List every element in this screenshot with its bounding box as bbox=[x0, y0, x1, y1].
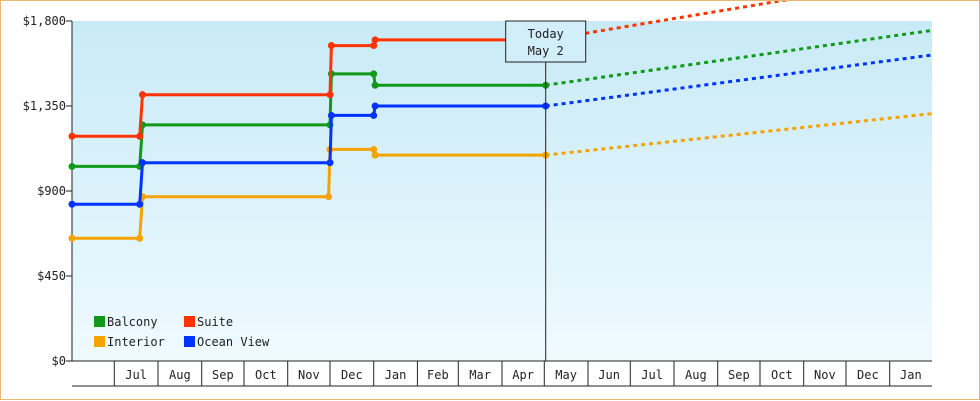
today-label-box bbox=[505, 20, 587, 63]
data-point bbox=[68, 162, 76, 170]
x-tick-label: Mar bbox=[469, 368, 491, 382]
data-point bbox=[138, 91, 146, 99]
data-point bbox=[370, 42, 378, 50]
x-tick-label: Aug bbox=[169, 368, 191, 382]
data-point bbox=[371, 81, 379, 89]
x-tick-label: Nov bbox=[298, 368, 320, 382]
y-axis: $0 $450 $900 $1,350 $1,800 bbox=[23, 14, 73, 368]
data-point bbox=[327, 111, 335, 119]
data-point bbox=[371, 36, 379, 44]
data-point bbox=[371, 102, 379, 110]
legend-swatch bbox=[94, 336, 105, 347]
x-tick-label: Oct bbox=[255, 368, 277, 382]
x-tick-label: Aug bbox=[685, 368, 707, 382]
series-forecast-line bbox=[545, 28, 933, 87]
data-point bbox=[138, 159, 146, 167]
x-tick-label: Feb bbox=[427, 368, 449, 382]
series-forecast-line bbox=[545, 1, 789, 42]
y-tick-label: $1,350 bbox=[23, 99, 66, 113]
series-layer bbox=[68, 1, 933, 242]
y-tick-label: $1,800 bbox=[23, 14, 66, 28]
data-point bbox=[68, 234, 76, 242]
data-point bbox=[326, 159, 334, 167]
data-point bbox=[326, 91, 334, 99]
series-forecast-line bbox=[545, 112, 933, 157]
series-forecast-line bbox=[545, 53, 933, 108]
legend-swatch bbox=[184, 336, 195, 347]
legend-swatch bbox=[94, 316, 105, 327]
data-point bbox=[136, 234, 144, 242]
legend-item-suite: Suite bbox=[184, 315, 233, 329]
x-tick-label: Jul bbox=[125, 368, 147, 382]
x-tick-label: May bbox=[555, 368, 577, 382]
plot-background bbox=[72, 21, 932, 361]
data-point bbox=[370, 111, 378, 119]
legend-item-interior: Interior bbox=[94, 335, 165, 349]
y-tick-label: $0 bbox=[52, 354, 66, 368]
today-date: May 2 bbox=[528, 44, 564, 58]
data-point bbox=[370, 145, 378, 153]
x-axis: Jul Aug Sep Oct Nov Dec Jan Feb Mar Apr May Jun Jul A… bbox=[72, 360, 932, 387]
data-point bbox=[68, 200, 76, 208]
x-tick-label: Nov bbox=[814, 368, 836, 382]
data-point bbox=[136, 132, 144, 140]
x-tick-label: Jan bbox=[385, 368, 407, 382]
data-point bbox=[327, 42, 335, 50]
today-label: Today bbox=[528, 27, 564, 41]
legend-swatch bbox=[184, 316, 195, 327]
legend-label: Interior bbox=[107, 335, 165, 349]
x-tick-label: Dec bbox=[341, 368, 363, 382]
y-tick-label: $450 bbox=[37, 269, 66, 283]
x-tick-label: Oct bbox=[771, 368, 793, 382]
data-point bbox=[325, 193, 333, 201]
data-point bbox=[371, 151, 379, 159]
legend-label: Ocean View bbox=[197, 335, 270, 349]
legend-label: Balcony bbox=[107, 315, 158, 329]
x-tick-label: Jun bbox=[598, 368, 620, 382]
data-point bbox=[68, 132, 76, 140]
legend-item-balcony: Balcony bbox=[94, 315, 158, 329]
x-tick-label: Dec bbox=[857, 368, 879, 382]
legend: Balcony Suite Interior Ocean View bbox=[94, 315, 270, 349]
legend-item-ocean-view: Ocean View bbox=[184, 335, 270, 349]
x-tick-label: Apr bbox=[512, 368, 534, 382]
series-suite bbox=[68, 1, 789, 140]
x-tick-label: Jan bbox=[900, 368, 922, 382]
x-tick-label: Jul bbox=[641, 368, 663, 382]
y-tick-label: $900 bbox=[37, 184, 66, 198]
today-marker: Today May 2 bbox=[505, 20, 587, 361]
data-point bbox=[370, 70, 378, 78]
x-tick-label: Sep bbox=[728, 368, 750, 382]
x-tick-label: Sep bbox=[212, 368, 234, 382]
legend-label: Suite bbox=[197, 315, 233, 329]
data-point bbox=[136, 200, 144, 208]
